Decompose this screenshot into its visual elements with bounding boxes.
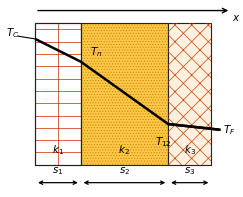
Text: $s_1$: $s_1$ xyxy=(52,165,64,177)
Text: $s_3$: $s_3$ xyxy=(184,165,195,177)
Bar xyxy=(81,23,168,165)
Text: $k_1$: $k_1$ xyxy=(52,144,64,157)
Text: $s_2$: $s_2$ xyxy=(119,165,130,177)
Text: $k_3$: $k_3$ xyxy=(184,144,196,157)
Text: $T_n$: $T_n$ xyxy=(90,45,103,59)
Text: $T_{12}$: $T_{12}$ xyxy=(155,135,172,149)
Text: x: x xyxy=(232,13,238,23)
Text: $T_F$: $T_F$ xyxy=(223,123,235,137)
Bar xyxy=(168,23,211,165)
Bar xyxy=(35,23,81,165)
Text: $k_2$: $k_2$ xyxy=(119,144,130,157)
Bar xyxy=(35,23,81,165)
Bar xyxy=(168,23,211,165)
Bar xyxy=(81,23,168,165)
Text: $T_C$: $T_C$ xyxy=(6,26,19,40)
